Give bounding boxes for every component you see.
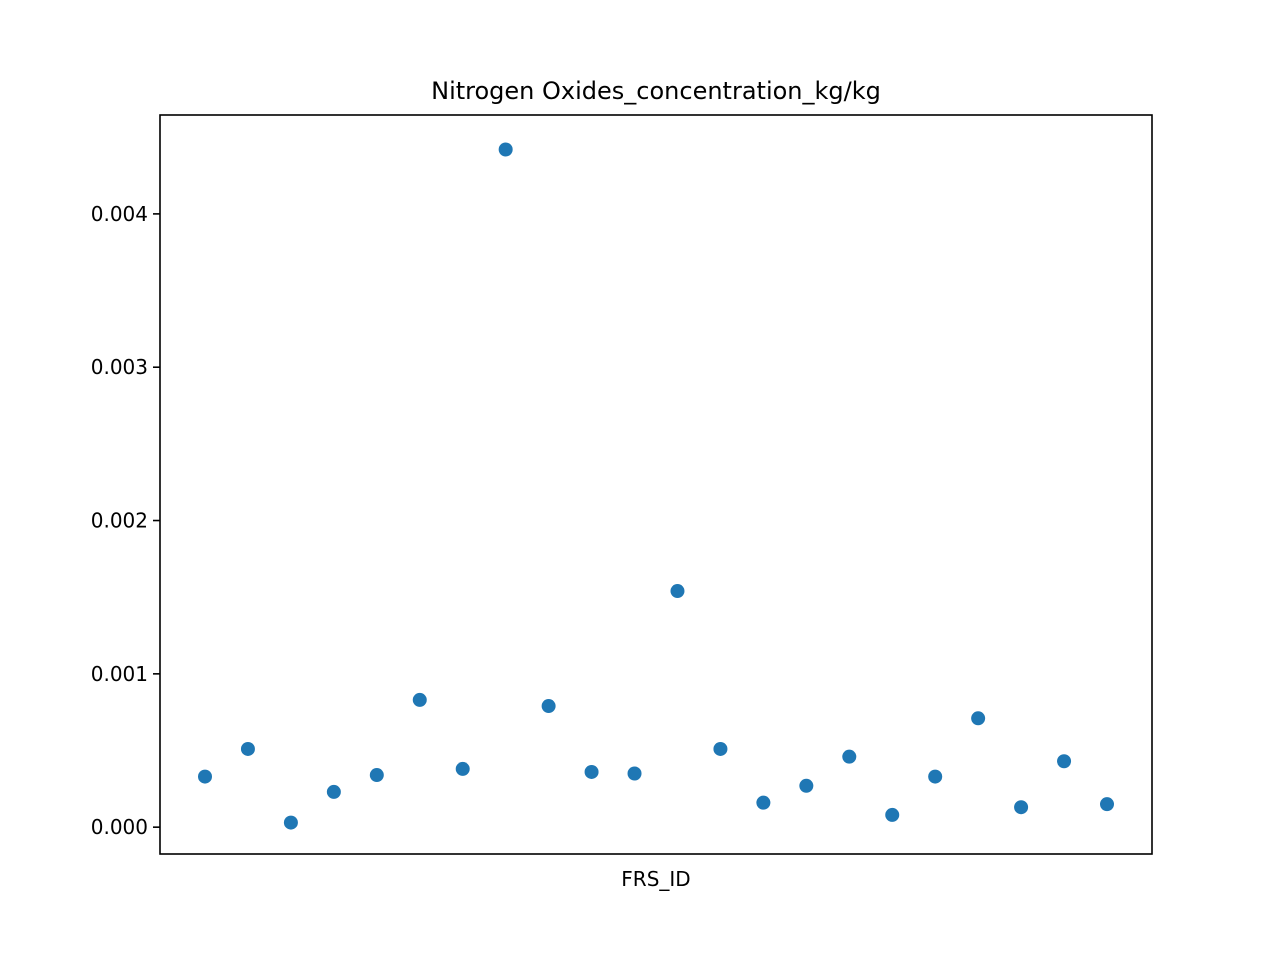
- data-point: [928, 769, 943, 784]
- chart-title: Nitrogen Oxides_concentration_kg/kg: [431, 77, 881, 105]
- data-points: [198, 142, 1114, 830]
- data-point: [369, 768, 384, 783]
- data-point: [498, 142, 513, 157]
- data-point: [240, 741, 255, 756]
- data-point: [713, 741, 728, 756]
- data-point: [842, 749, 857, 764]
- data-point: [1057, 754, 1072, 769]
- data-point: [198, 769, 212, 784]
- y-tick-label: 0.000: [91, 815, 148, 839]
- data-point: [455, 761, 470, 776]
- data-point: [670, 584, 685, 599]
- y-axis: 0.000 0.001 0.002 0.003 0.004: [91, 202, 160, 839]
- data-point: [584, 764, 599, 779]
- y-tick-label: 0.004: [91, 202, 148, 226]
- y-tick-label: 0.001: [91, 662, 148, 686]
- x-axis-label: FRS_ID: [621, 867, 690, 891]
- data-point: [1014, 800, 1029, 815]
- data-point: [541, 699, 556, 714]
- data-point: [412, 692, 427, 707]
- y-tick-label: 0.003: [91, 355, 148, 379]
- data-point: [971, 711, 986, 726]
- plot-frame: [159, 114, 1153, 855]
- data-point: [799, 778, 814, 793]
- data-point: [283, 815, 298, 830]
- data-point: [1100, 797, 1114, 812]
- data-point: [627, 766, 642, 781]
- y-tick-label: 0.002: [91, 509, 148, 533]
- data-point: [885, 807, 900, 822]
- data-point: [326, 784, 341, 799]
- data-point: [756, 795, 771, 810]
